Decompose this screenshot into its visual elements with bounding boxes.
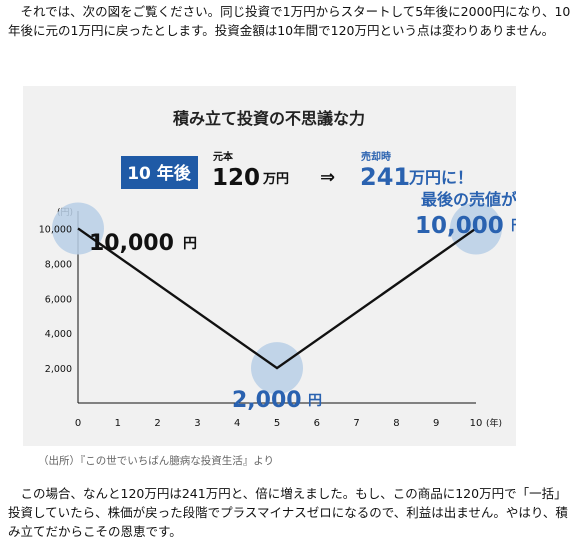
principal-label: 元本	[213, 150, 234, 163]
arrow-icon: ⇒	[320, 167, 335, 188]
conclusion-paragraph: この場合、なんと120万円は241万円と、倍に増えました。もし、この商品に120…	[8, 486, 568, 539]
low-unit-label: 円	[308, 393, 322, 409]
line-chart: 積み立て投資の不思議な力 10 年後 元本 120 万円 ⇒ 売却時 241 万…	[39, 109, 525, 429]
x-tick-label: 3	[194, 418, 200, 429]
x-tick-label: 4	[234, 418, 240, 429]
start-unit-label: 円	[183, 236, 197, 252]
x-tick-label: 10	[470, 418, 483, 429]
x-tick-label: 5	[274, 418, 280, 429]
end-value-label: 10,000	[415, 213, 504, 239]
axis-ticks: 0 1 2 3 4 5 6 7 8 9 10 2,000 4,000 6,000 8,000 10,000	[39, 224, 483, 429]
badge-bg	[121, 156, 198, 189]
y-tick-label: 10,000	[39, 224, 72, 235]
end-caption-label: 最後の売値が	[421, 190, 516, 209]
principal-value: 120	[212, 165, 260, 191]
series-line	[77, 227, 477, 370]
principal-unit: 万円	[262, 172, 289, 187]
chart-title: 積み立て投資の不思議な力	[172, 109, 365, 128]
x-axis-label: (年)	[486, 417, 502, 429]
intro-paragraph: それでは、次の図をご覧ください。同じ投資で1万円からスタートして5年後に2000…	[8, 4, 571, 38]
sale-unit: 万円に！	[408, 168, 473, 187]
source-caption: （出所）『この世でいちばん臆病な投資生活』より	[38, 455, 275, 467]
y-tick-label: 8,000	[45, 259, 72, 270]
x-tick-label: 7	[353, 418, 359, 429]
y-tick-label: 4,000	[45, 329, 72, 340]
sale-label: 売却時	[361, 150, 391, 163]
badge-label: 10 年後	[127, 163, 192, 184]
end-unit-label: 円	[511, 218, 516, 234]
chart-figure: 積み立て投資の不思議な力 10 年後 元本 120 万円 ⇒ 売却時 241 万…	[23, 86, 525, 446]
sale-value: 241	[360, 163, 410, 191]
start-value-label: 10,000	[89, 231, 174, 256]
x-tick-label: 6	[314, 418, 320, 429]
x-tick-label: 9	[433, 418, 439, 429]
x-tick-label: 0	[75, 418, 81, 429]
x-tick-label: 1	[115, 418, 121, 429]
x-tick-label: 2	[154, 418, 160, 429]
y-tick-label: 6,000	[45, 294, 72, 305]
y-tick-label: 2,000	[45, 364, 72, 375]
low-value-label: 2,000	[232, 388, 302, 413]
x-tick-label: 8	[393, 418, 399, 429]
